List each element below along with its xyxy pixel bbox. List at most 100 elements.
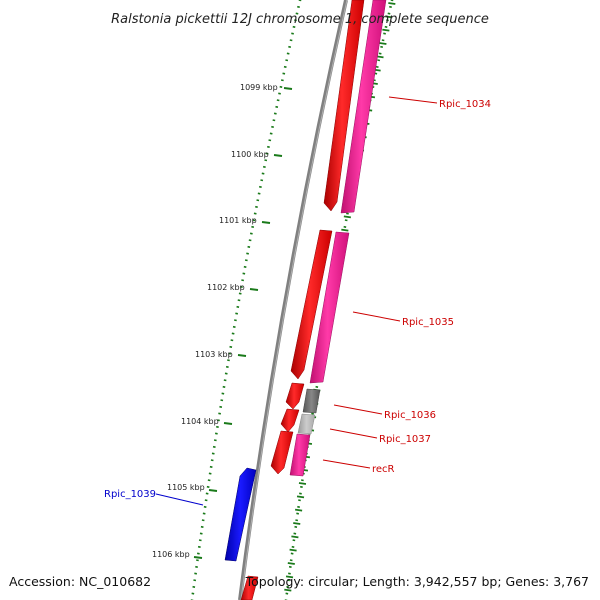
tick-mark [232, 325, 236, 328]
gene-lower-reverse[interactable] [240, 575, 259, 600]
tick-mark [211, 452, 215, 455]
gene-label-recr[interactable]: recR [372, 464, 395, 475]
tick-mark [261, 172, 265, 175]
gene-labels: Rpic_1034 Rpic_1035 Rpic_1036 Rpic_1037 … [104, 99, 491, 500]
tick-mark [198, 539, 202, 542]
tick-mark [382, 28, 390, 32]
tick-mark [389, 5, 392, 8]
tick-mark [271, 125, 274, 128]
gene-label-rpic-1035[interactable]: Rpic_1035 [402, 317, 454, 328]
tick-mark [216, 425, 219, 428]
chromosome-backbone [238, 0, 348, 600]
tick-mark [298, 0, 302, 2]
tick-mark [203, 505, 207, 508]
tick-mark [204, 499, 208, 502]
gene-rpic-1037-rna[interactable] [297, 413, 316, 435]
gene-label-rpic-1036[interactable]: Rpic_1036 [384, 410, 436, 421]
tick-mark [294, 525, 298, 528]
tick-mark [230, 339, 234, 342]
tick-mark [267, 145, 270, 148]
tick-mark [238, 292, 242, 295]
tick-mark [385, 15, 393, 19]
tick-mark [295, 12, 299, 15]
tick-mark [200, 525, 204, 528]
gene-rpic-1035-forward[interactable] [309, 231, 350, 384]
gene-rpic-1036-reverse[interactable] [285, 382, 305, 410]
tick-mark [383, 32, 386, 35]
tick-mark [272, 119, 276, 122]
tick-mark [291, 32, 294, 35]
gene-rpic-1034-forward[interactable] [340, 0, 387, 214]
gene-recr-forward[interactable] [289, 433, 311, 477]
tick-mark [260, 179, 264, 182]
tick-mark [285, 575, 294, 579]
tick-mark [292, 25, 296, 28]
tick-mark [262, 165, 266, 168]
tick-mark [289, 39, 293, 42]
tick-mark [255, 205, 258, 208]
tick-mark [390, 0, 394, 2]
tick-mark [291, 535, 299, 539]
tick-mark [296, 495, 305, 499]
tick-mark [257, 192, 261, 195]
outer-tick-ring [284, 0, 396, 600]
tick-mark [234, 319, 237, 322]
tick-mark [195, 565, 198, 568]
tick-mark [386, 19, 389, 22]
tick-mark [286, 585, 290, 588]
tick-mark [258, 185, 262, 188]
kbp-label: 1100 kbp [231, 150, 269, 159]
tick-mark [208, 472, 212, 475]
tick-mark [296, 512, 300, 515]
tick-mark [213, 439, 217, 442]
tick-mark [278, 92, 281, 95]
tick-mark [240, 285, 243, 288]
tick-mark [288, 565, 292, 568]
tick-mark [249, 232, 253, 235]
inner-tick-ring [190, 0, 302, 600]
gene-rpic-1035-reverse[interactable] [290, 229, 333, 380]
tick-mark [223, 379, 227, 382]
tick-mark [299, 492, 302, 495]
gene-recr-reverse[interactable] [270, 430, 294, 475]
gene-label-rpic-1039[interactable]: Rpic_1039 [104, 489, 156, 500]
tick-mark [315, 385, 319, 388]
tick-mark [264, 159, 268, 162]
tick-mark [224, 372, 228, 375]
map-title: Ralstonia pickettii 12J chromosome 1, co… [111, 12, 489, 27]
tick-mark [244, 259, 248, 262]
tick-mark [248, 239, 252, 242]
gene-label-rpic-1034[interactable]: Rpic_1034 [439, 99, 491, 110]
tick-mark [285, 59, 289, 62]
tick-mark [379, 42, 387, 45]
kbp-label: 1099 kbp [240, 83, 278, 92]
tick-mark [377, 59, 381, 62]
tick-mark [293, 532, 297, 535]
tick-mark [268, 139, 272, 142]
tick-mark [221, 392, 225, 395]
tick-mark [229, 345, 233, 348]
tick-mark [247, 245, 251, 248]
tick-mark [192, 585, 196, 588]
gene-label-rpic-1037[interactable]: Rpic_1037 [379, 434, 431, 445]
kbp-tick-labels: 1099 kbp 1100 kbp 1101 kbp 1102 kbp 1103… [152, 83, 278, 559]
tick-mark [286, 52, 290, 55]
tick-mark [206, 485, 210, 488]
tick-mark [282, 72, 286, 75]
gene-rpic-1036-rna[interactable] [302, 388, 321, 414]
tick-mark [295, 519, 299, 522]
tick-mark [253, 212, 257, 215]
gene-rpic-1037-reverse[interactable] [280, 408, 300, 433]
gene-rpic-1034-reverse[interactable] [323, 0, 365, 212]
tick-mark [276, 99, 280, 102]
tick-mark [343, 215, 351, 219]
kbp-major-ticks [193, 87, 293, 559]
tick-mark [225, 365, 229, 368]
tick-mark [284, 588, 292, 592]
tick-mark [222, 385, 226, 388]
tick-mark [194, 572, 198, 575]
gene-rpic-1039[interactable] [224, 467, 257, 562]
tick-mark [193, 579, 197, 582]
tick-mark [241, 279, 245, 282]
tick-mark [217, 419, 220, 422]
